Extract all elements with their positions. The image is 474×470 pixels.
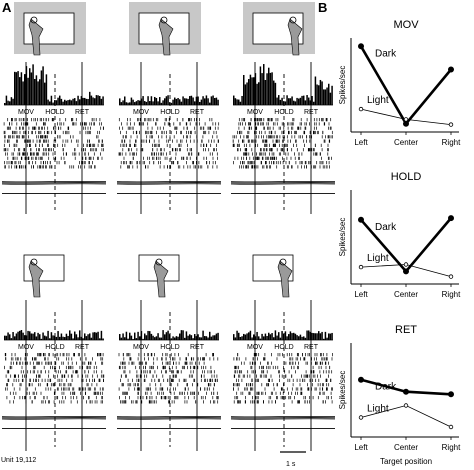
spike-raster	[3, 118, 104, 169]
data-point	[448, 274, 454, 279]
raster-panel: MOV HOLD RET	[230, 254, 336, 451]
chart-title: MOV	[393, 19, 419, 31]
scale-bar-label: 1 s	[286, 461, 296, 468]
event-label: MOV	[133, 109, 149, 116]
data-point	[357, 216, 364, 223]
event-label: MOV	[18, 109, 34, 116]
x-axis-label: Target position	[380, 457, 432, 466]
position-trace	[230, 180, 336, 195]
event-label: HOLD	[160, 344, 179, 351]
event-label: RET	[75, 344, 90, 351]
data-point	[447, 215, 454, 222]
data-point	[357, 43, 364, 50]
event-label: MOV	[18, 344, 34, 351]
data-point	[402, 120, 409, 127]
raster-panel: MOV HOLD RET	[116, 254, 222, 451]
spike-raster	[4, 353, 105, 404]
event-label: HOLD	[274, 344, 293, 351]
y-axis-label: Spikes/sec	[338, 371, 347, 410]
x-tick-label: Right	[442, 443, 461, 452]
data-point	[402, 388, 409, 395]
raster-panel: MOV HOLD RET	[1, 2, 107, 214]
panel-a-label: A	[2, 0, 12, 15]
hand-on-target-icon	[153, 258, 169, 298]
data-point	[403, 262, 409, 267]
event-label: HOLD	[45, 344, 64, 351]
data-point	[357, 376, 364, 383]
spike-raster	[233, 353, 333, 404]
spike-histogram	[119, 330, 219, 341]
x-tick-label: Left	[354, 443, 368, 452]
spike-histogram	[233, 330, 333, 341]
event-label: MOV	[247, 344, 263, 351]
series-label: Light	[367, 95, 389, 106]
event-label: MOV	[247, 109, 263, 116]
x-tick-label: Center	[394, 138, 418, 147]
event-label: MOV	[133, 344, 149, 351]
hand-on-target-icon	[28, 258, 44, 298]
y-axis-label: Spikes/sec	[338, 218, 347, 257]
spike-raster	[232, 118, 333, 169]
tuning-chart: HOLD Spikes/sec Left Center Right Dark Light	[338, 171, 461, 299]
data-point	[403, 403, 409, 408]
hand-on-target-icon	[158, 16, 174, 56]
data-point	[402, 268, 409, 275]
series-label: Light	[367, 253, 389, 264]
event-label: HOLD	[160, 109, 179, 116]
event-label: RET	[304, 344, 319, 351]
raster-panel: MOV HOLD RET	[1, 254, 107, 451]
spike-histogram	[4, 64, 104, 106]
x-tick-label: Left	[354, 138, 368, 147]
x-tick-label: Center	[394, 290, 418, 299]
raster-panel: MOV HOLD RET	[116, 2, 222, 214]
event-label: HOLD	[274, 109, 293, 116]
data-point	[448, 424, 454, 430]
position-trace	[116, 180, 222, 195]
tuning-chart: MOV Spikes/sec Left Center Right Dark Light	[338, 19, 461, 147]
data-point	[358, 415, 364, 420]
hand-on-target-icon	[28, 16, 44, 56]
data-point	[448, 122, 454, 127]
spike-histogram	[233, 64, 333, 106]
series-label: Dark	[375, 222, 397, 233]
data-point	[403, 117, 409, 122]
position-trace	[116, 415, 222, 430]
series-label: Light	[367, 404, 389, 415]
event-label: RET	[75, 109, 90, 116]
series-label: Dark	[375, 382, 397, 393]
spike-histogram	[4, 330, 104, 341]
position-trace	[1, 415, 107, 430]
position-trace	[230, 415, 336, 430]
data-point	[447, 66, 454, 73]
tuning-chart: RET Spikes/sec Left Center Right Dark Light Tar…	[338, 324, 461, 466]
raster-panel: MOV HOLD RET	[230, 2, 336, 214]
x-tick-label: Right	[442, 138, 461, 147]
hand-on-target-icon	[277, 258, 293, 298]
data-point	[358, 264, 364, 270]
raster-panels: MOV HOLD RET MOV HOLD RET MOV HOLD RET MOV HOLD RET…	[1, 2, 336, 451]
x-tick-label: Left	[354, 290, 368, 299]
hand-on-target-icon	[287, 16, 303, 56]
spike-raster	[118, 353, 219, 404]
spike-histogram	[119, 95, 219, 106]
data-point	[447, 391, 454, 398]
event-label: RET	[304, 109, 319, 116]
event-label: RET	[190, 344, 205, 351]
position-trace	[1, 180, 107, 195]
panel-b-label: B	[318, 0, 327, 15]
event-label: RET	[190, 109, 205, 116]
x-tick-label: Center	[394, 443, 418, 452]
y-axis-label: Spikes/sec	[338, 66, 347, 105]
data-point	[358, 106, 364, 112]
event-label: HOLD	[45, 109, 64, 116]
chart-title: HOLD	[391, 171, 422, 183]
x-tick-label: Right	[442, 290, 461, 299]
unit-label: Unit 19,112	[1, 457, 36, 464]
spike-raster	[118, 118, 220, 169]
series-label: Dark	[375, 48, 397, 59]
chart-title: RET	[395, 324, 417, 336]
